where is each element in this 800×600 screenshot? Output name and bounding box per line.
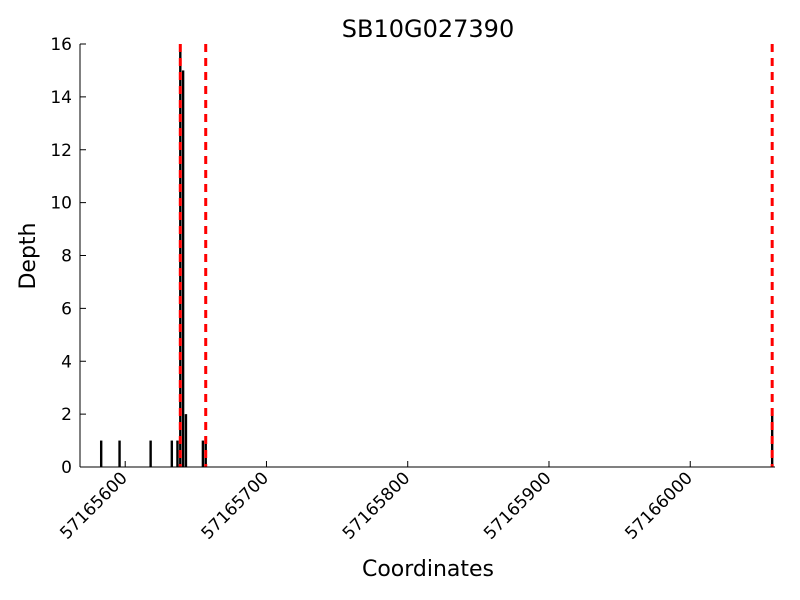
x-axis: 57165600 57165700 57165800 57165900 57166000 <box>56 461 697 544</box>
y-tick-label: 10 <box>50 194 72 214</box>
y-tick-label: 14 <box>50 88 72 108</box>
x-tick-label: 57165700 <box>198 468 273 543</box>
y-tick-label: 12 <box>50 141 72 161</box>
depth-bar <box>184 414 188 467</box>
y-tick-label: 4 <box>61 352 72 372</box>
marker-lines <box>178 44 774 467</box>
chart-title: SB10G027390 <box>342 15 514 43</box>
depth-bar <box>149 440 152 467</box>
depth-bar <box>170 440 174 467</box>
x-tick-label: 57165800 <box>339 468 414 543</box>
depth-bars <box>99 44 774 467</box>
y-axis-label: Depth <box>16 222 41 289</box>
y-tick-label: 6 <box>61 299 72 319</box>
y-tick-label: 0 <box>61 458 72 478</box>
depth-bar <box>201 440 205 467</box>
x-tick-label: 57165900 <box>480 468 555 543</box>
x-tick-label: 57165600 <box>56 468 131 543</box>
depth-bar <box>118 440 121 467</box>
depth-bar <box>181 70 185 467</box>
depth-bar <box>176 440 179 467</box>
y-tick-label: 2 <box>61 405 72 425</box>
x-axis-label: Coordinates <box>362 557 494 582</box>
y-axis: 0 2 4 6 8 10 12 14 16 <box>50 35 86 478</box>
y-tick-label: 16 <box>50 35 72 55</box>
y-tick-label: 8 <box>61 247 72 267</box>
x-tick-label: 57166000 <box>621 468 696 543</box>
depth-bar <box>99 440 103 467</box>
